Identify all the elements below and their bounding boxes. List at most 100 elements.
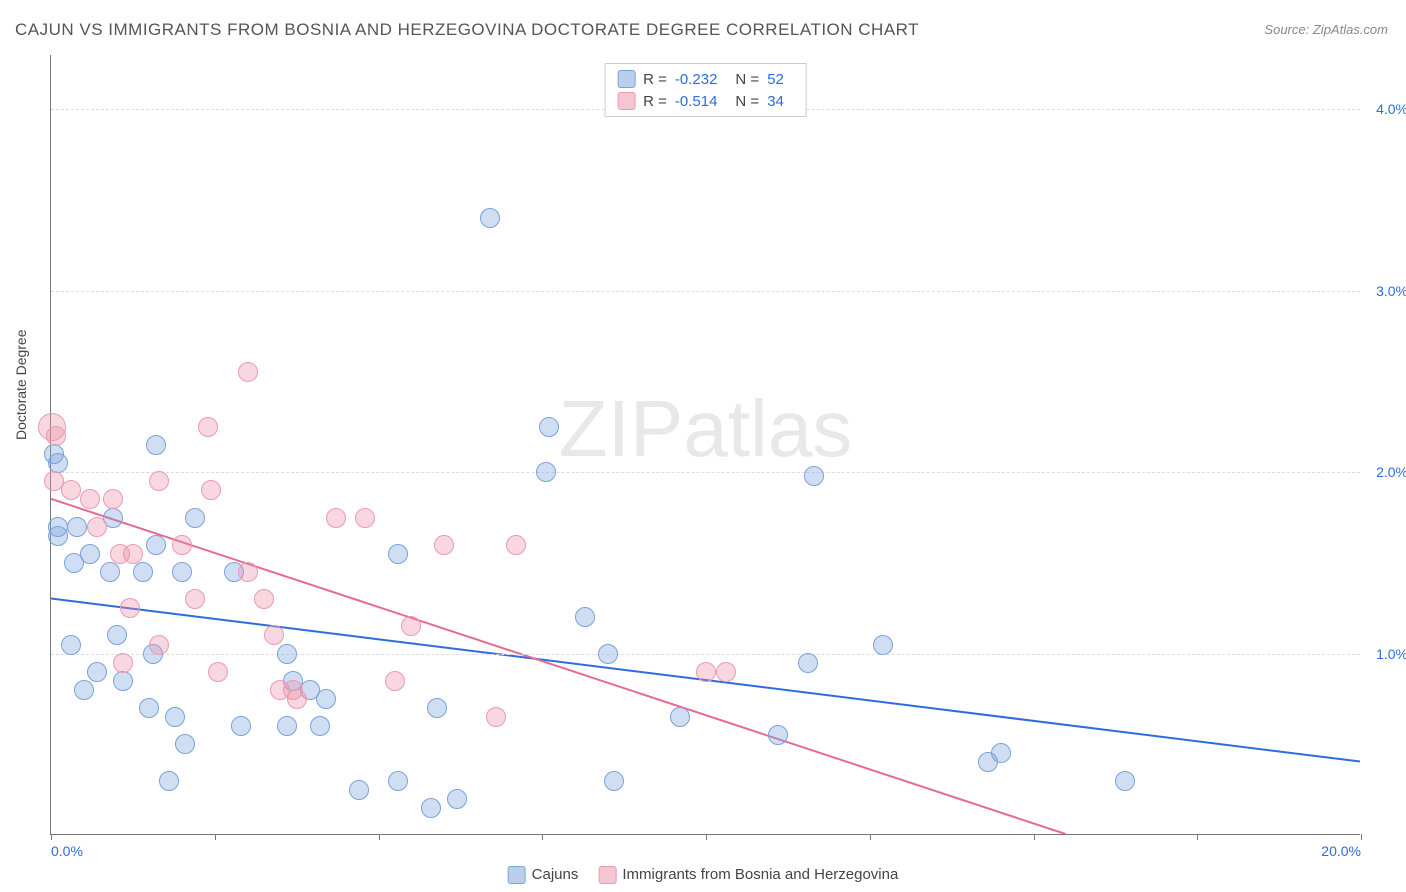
scatter-point [149, 471, 169, 491]
legend-n-value: 52 [767, 71, 784, 88]
scatter-point [103, 489, 123, 509]
scatter-point [277, 716, 297, 736]
x-tick-mark [542, 834, 543, 840]
y-tick-label: 3.0% [1376, 283, 1406, 299]
x-tick-label: 20.0% [1321, 843, 1361, 859]
scatter-point [100, 562, 120, 582]
scatter-point [326, 508, 346, 528]
legend-row: R =-0.514N =34 [617, 92, 794, 110]
y-axis-label: Doctorate Degree [13, 329, 29, 440]
legend-swatch [617, 92, 635, 110]
scatter-point [421, 798, 441, 818]
scatter-point [231, 716, 251, 736]
scatter-point [172, 535, 192, 555]
scatter-point [185, 508, 205, 528]
x-tick-mark [1034, 834, 1035, 840]
scatter-point [264, 625, 284, 645]
scatter-point [172, 562, 192, 582]
scatter-point [208, 662, 228, 682]
scatter-point [539, 417, 559, 437]
scatter-point [991, 743, 1011, 763]
scatter-point [107, 625, 127, 645]
legend-label: Cajuns [532, 866, 579, 883]
scatter-point [447, 789, 467, 809]
scatter-point [67, 517, 87, 537]
scatter-point [201, 480, 221, 500]
scatter-point [277, 644, 297, 664]
scatter-point [768, 725, 788, 745]
scatter-point [238, 362, 258, 382]
scatter-point [120, 598, 140, 618]
scatter-point [185, 589, 205, 609]
scatter-point [146, 535, 166, 555]
x-tick-label: 0.0% [51, 843, 83, 859]
series-legend: Cajuns Immigrants from Bosnia and Herzego… [508, 866, 899, 884]
legend-item: Cajuns [508, 866, 579, 884]
x-tick-mark [215, 834, 216, 840]
legend-n-value: 34 [767, 93, 784, 110]
gridline [51, 472, 1360, 473]
scatter-point [598, 644, 618, 664]
plot-area: ZIPatlas R =-0.232N =52R =-0.514N =34 1.… [50, 55, 1360, 835]
scatter-point [139, 698, 159, 718]
y-tick-label: 4.0% [1376, 101, 1406, 117]
scatter-point [873, 635, 893, 655]
legend-n-label: N = [735, 93, 759, 110]
scatter-point [536, 462, 556, 482]
scatter-point [388, 544, 408, 564]
scatter-point [254, 589, 274, 609]
watermark: ZIPatlas [559, 383, 852, 475]
gridline [51, 291, 1360, 292]
correlation-legend: R = -0.232 N = 52R = -0.514 N = 34 [604, 63, 807, 117]
scatter-point [385, 671, 405, 691]
scatter-point [1115, 771, 1135, 791]
legend-r-value: -0.514 [675, 93, 718, 110]
scatter-point [149, 635, 169, 655]
scatter-point [175, 734, 195, 754]
scatter-point [486, 707, 506, 727]
scatter-point [316, 689, 336, 709]
legend-swatch [508, 866, 526, 884]
scatter-point [670, 707, 690, 727]
scatter-point [427, 698, 447, 718]
scatter-point [604, 771, 624, 791]
scatter-point [238, 562, 258, 582]
scatter-point [87, 662, 107, 682]
scatter-point [506, 535, 526, 555]
legend-swatch [617, 70, 635, 88]
source-attribution: Source: ZipAtlas.com [1264, 22, 1388, 37]
scatter-point [159, 771, 179, 791]
legend-r-label: R = [643, 71, 667, 88]
scatter-point [388, 771, 408, 791]
watermark-atlas: atlas [683, 384, 852, 473]
scatter-point [80, 544, 100, 564]
scatter-point [61, 480, 81, 500]
watermark-zip: ZIP [559, 384, 683, 473]
x-tick-mark [379, 834, 380, 840]
scatter-point [46, 426, 66, 446]
scatter-point [87, 517, 107, 537]
legend-item: Immigrants from Bosnia and Herzegovina [598, 866, 898, 884]
scatter-point [575, 607, 595, 627]
x-tick-mark [870, 834, 871, 840]
scatter-point [401, 616, 421, 636]
source-name: ZipAtlas.com [1313, 22, 1388, 37]
scatter-point [80, 489, 100, 509]
scatter-point [198, 417, 218, 437]
scatter-point [349, 780, 369, 800]
scatter-point [165, 707, 185, 727]
scatter-point [696, 662, 716, 682]
scatter-point [133, 562, 153, 582]
scatter-point [48, 453, 68, 473]
x-tick-mark [1361, 834, 1362, 840]
y-tick-label: 1.0% [1376, 646, 1406, 662]
legend-swatch [598, 866, 616, 884]
scatter-point [804, 466, 824, 486]
scatter-point [355, 508, 375, 528]
source-label: Source: [1264, 22, 1309, 37]
legend-n-label: N = [735, 71, 759, 88]
x-tick-mark [706, 834, 707, 840]
scatter-point [716, 662, 736, 682]
legend-row: R = -0.232 N = 52 [617, 70, 794, 88]
legend-r-value: -0.232 [675, 71, 718, 88]
